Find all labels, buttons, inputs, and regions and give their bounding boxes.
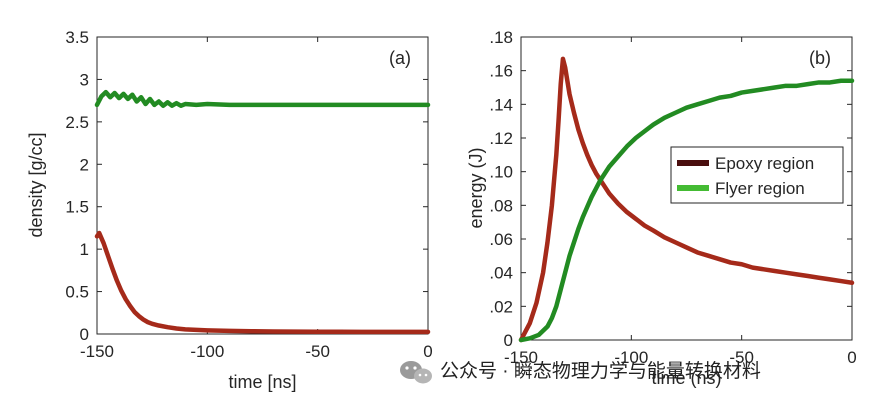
y-tick-label: 1.5 — [65, 198, 89, 217]
y-tick-label: 3 — [80, 70, 89, 89]
panel-a: -150 -100 -50 0 0 0.5 1 1.5 2 2.5 3 3.5 time [ns] den… — [26, 28, 433, 392]
y-tick-label: 3.5 — [65, 28, 89, 47]
y-axis-label: energy (J) — [466, 147, 486, 228]
x-tick-label: -150 — [504, 348, 538, 367]
x-tick-label: -100 — [614, 348, 648, 367]
legend-entry-label: Flyer region — [715, 179, 805, 198]
x-tick-label: 0 — [423, 342, 432, 361]
series-line-1 — [94, 230, 431, 335]
y-tick-label: .18 — [489, 28, 513, 47]
y-axis-label: density [g/cc] — [26, 132, 46, 237]
x-tick-label: -100 — [190, 342, 224, 361]
y-tick-label: .04 — [489, 264, 513, 283]
y-tick-label: 2 — [80, 155, 89, 174]
x-axis-label: time [ns] — [228, 372, 296, 392]
y-tick-label: .08 — [489, 196, 513, 215]
x-tick-label: -50 — [305, 342, 330, 361]
x-axis-label: time (ns) — [651, 368, 721, 388]
series-line-0 — [94, 89, 431, 108]
y-tick-label: .10 — [489, 163, 513, 182]
y-tick-label: .06 — [489, 230, 513, 249]
y-tick-label: .14 — [489, 95, 513, 114]
plot-frame — [520, 36, 853, 341]
y-tick-label: 1 — [80, 240, 89, 259]
series-line-0 — [518, 56, 855, 343]
x-tick-label: -50 — [729, 348, 754, 367]
y-tick-label: 0.5 — [65, 283, 89, 302]
panel-b: -150 -100 -50 0 0 .02 .04 .06 .08 .10 .12 .14 .16 .18… — [466, 28, 857, 388]
x-tick-label: 0 — [847, 348, 856, 367]
x-tick-label: -150 — [80, 342, 114, 361]
panel-label: (b) — [809, 48, 831, 68]
wechat-icon — [400, 361, 432, 384]
y-tick-label: .02 — [489, 297, 513, 316]
y-tick-label: .12 — [489, 129, 513, 148]
legend: Epoxy region Flyer region — [670, 146, 844, 204]
panel-label: (a) — [389, 48, 411, 68]
watermark-text: 公众号 · 瞬态物理力学与能量转换材料 — [440, 360, 761, 382]
y-tick-label: 0 — [80, 325, 89, 344]
series-line-1 — [518, 78, 855, 343]
y-tick-label: 2.5 — [65, 113, 89, 132]
plot-frame — [96, 36, 429, 335]
legend-box — [670, 146, 844, 204]
y-tick-label: .16 — [489, 62, 513, 81]
watermark: 公众号 · 瞬态物理力学与能量转换材料 — [400, 360, 761, 384]
y-tick-label: 0 — [504, 331, 513, 350]
legend-entry-label: Epoxy region — [715, 154, 814, 173]
